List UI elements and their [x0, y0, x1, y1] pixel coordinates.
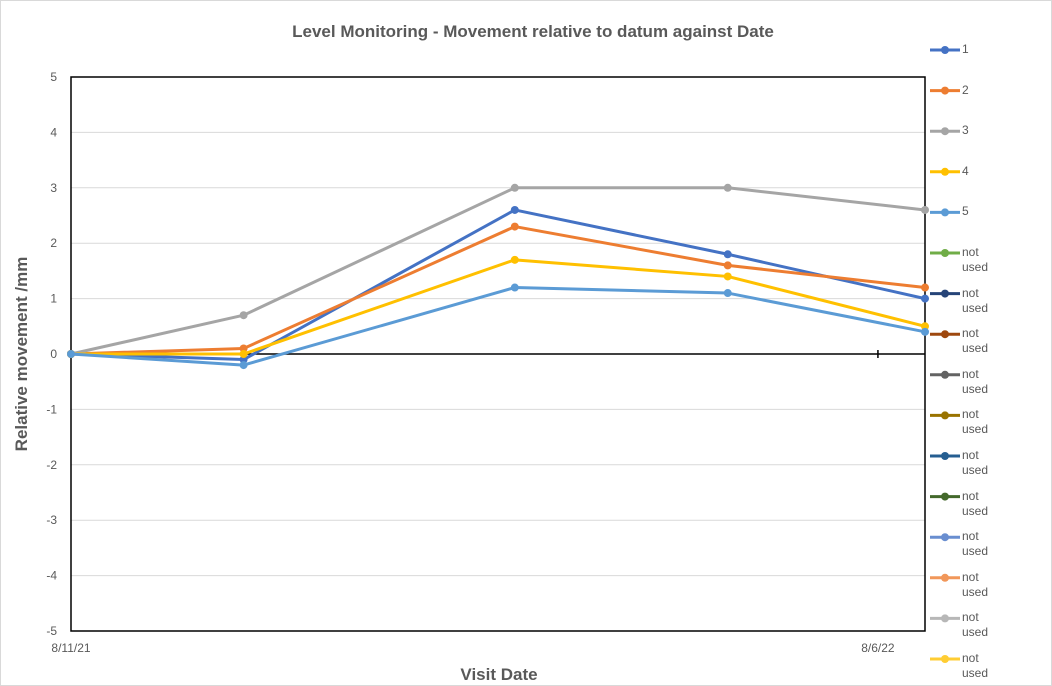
y-tick-label: -3 — [46, 513, 57, 527]
x-tick-label: 8/11/21 — [51, 641, 90, 655]
legend-marker — [941, 127, 949, 136]
data-point — [239, 311, 248, 320]
y-tick-label: 3 — [50, 181, 57, 195]
data-point — [921, 294, 929, 303]
legend-marker — [941, 573, 949, 582]
x-axis-label: Visit Date — [460, 665, 537, 684]
legend-label: 3 — [962, 123, 969, 138]
data-point — [723, 289, 732, 298]
legend-marker — [941, 167, 949, 176]
y-tick-label: 1 — [50, 292, 57, 306]
data-point — [723, 261, 732, 270]
y-tick-label: 4 — [50, 125, 57, 139]
legend-marker — [941, 492, 949, 501]
y-tick-label: 2 — [50, 236, 57, 250]
y-tick-label: -4 — [46, 569, 57, 583]
legend-label: not used — [962, 326, 989, 356]
data-point — [723, 183, 732, 192]
legend-label: 1 — [962, 42, 969, 56]
legend-label: not used — [962, 529, 989, 559]
y-tick-label: -5 — [46, 624, 57, 638]
legend-label: not used — [962, 569, 989, 599]
y-tick-label: -2 — [46, 458, 57, 472]
data-point — [921, 205, 929, 214]
legend-label: not used — [962, 366, 989, 396]
legend-marker — [941, 533, 949, 542]
y-tick-label: 5 — [50, 70, 57, 84]
legend-marker — [941, 411, 949, 420]
y-axis-label: Relative movement /mm — [12, 257, 31, 452]
legend-label: not used — [962, 285, 989, 315]
data-point — [723, 250, 732, 259]
legend-label: not used — [962, 610, 989, 640]
data-point — [239, 350, 248, 358]
chart-title: Level Monitoring - Movement relative to … — [292, 22, 774, 41]
data-point — [239, 344, 248, 353]
data-point — [921, 283, 929, 292]
data-point — [510, 255, 519, 264]
data-point — [239, 355, 248, 364]
legend-label: 2 — [962, 82, 969, 97]
legend-marker — [941, 330, 949, 339]
x-tick-label: 8/6/22 — [861, 641, 895, 655]
data-point — [510, 183, 519, 192]
data-point — [510, 205, 519, 214]
data-point — [239, 361, 248, 370]
legend-label: not used — [962, 488, 989, 518]
legend-marker — [941, 289, 949, 298]
legend-label: not used — [962, 245, 989, 274]
data-point — [510, 222, 519, 231]
data-point — [921, 327, 929, 336]
data-point — [510, 283, 519, 292]
legend-marker — [941, 370, 949, 379]
legend-label: not used — [962, 407, 989, 437]
data-point — [67, 350, 75, 358]
legend-marker — [941, 86, 949, 95]
legend-marker — [941, 614, 949, 623]
data-point — [921, 322, 929, 331]
legend-marker — [941, 249, 949, 257]
legend-label: not used — [962, 448, 989, 477]
legend-marker — [941, 655, 949, 663]
legend-marker — [941, 208, 949, 217]
y-tick-label: 0 — [50, 347, 57, 361]
legend-label: 5 — [962, 204, 969, 219]
y-tick-label: -1 — [46, 402, 57, 416]
legend-label: 4 — [962, 163, 969, 178]
legend-marker — [941, 452, 949, 460]
data-point — [723, 272, 732, 281]
legend-label: not used — [962, 651, 989, 680]
legend-marker — [941, 46, 949, 54]
